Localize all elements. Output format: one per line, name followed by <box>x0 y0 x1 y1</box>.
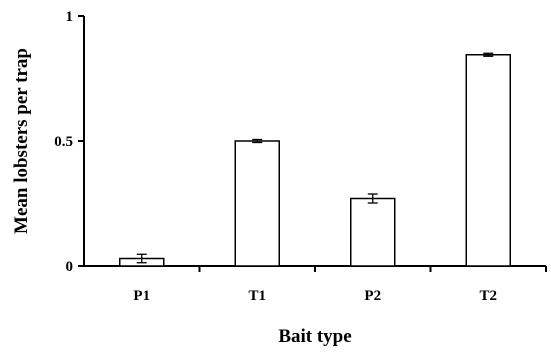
y-axis-title: Mean lobsters per trap <box>11 48 32 234</box>
bar-t2 <box>465 54 511 267</box>
x-tick-labels: P1 T1 P2 T2 <box>133 288 497 304</box>
x-tick-label-t1: T1 <box>248 288 266 304</box>
x-tick-label-p2: P2 <box>364 288 381 304</box>
bar-t1 <box>234 140 280 267</box>
bar-p2 <box>350 197 396 267</box>
y-tick-label: 0.5 <box>54 134 73 150</box>
bars <box>119 54 511 267</box>
x-tick-label-p1: P1 <box>133 288 150 304</box>
x-tick-label-t2: T2 <box>479 288 497 304</box>
y-tick-label: 0 <box>66 259 74 275</box>
error-bars <box>136 52 494 264</box>
y-tick-label: 1 <box>66 9 74 25</box>
x-axis-title: Bait type <box>278 326 351 347</box>
y-ticks: 00.51 <box>54 9 84 275</box>
